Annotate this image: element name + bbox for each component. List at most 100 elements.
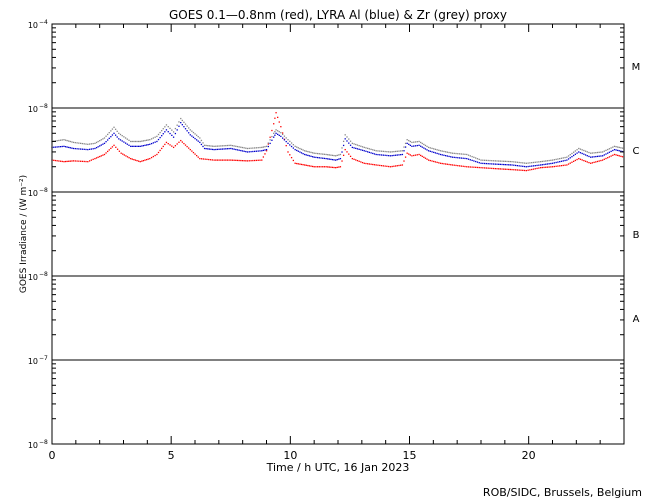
series-2-point [401,150,404,152]
series-2-point [310,151,312,154]
series-1-point [596,155,599,158]
series-1-point [358,148,360,150]
series-0-point [94,157,96,160]
series-2-point [569,154,571,156]
series-1-point [579,152,582,154]
series-2-point [363,146,365,149]
series-1-point [576,152,578,154]
series-0-point [172,146,175,149]
x-axis-label: Time / h UTC, 16 Jan 2023 [266,461,410,474]
series-1-point [613,148,616,151]
series-1-point [471,159,473,162]
series-1-point [287,142,289,144]
series-0-point [522,169,524,172]
series-0-point [438,162,440,164]
series-2-point [203,144,206,146]
series-1-point [605,153,607,155]
series-0-point [531,168,533,171]
series-1-point [88,148,91,150]
series-0-point [541,166,543,169]
series-0-point [396,165,398,167]
series-1-point [543,163,545,166]
series-1-point [590,156,592,158]
series-1-point [365,150,367,152]
series-1-point [197,140,199,142]
series-0-point [318,166,320,168]
series-0-point [361,161,364,164]
series-2-point [346,136,348,138]
series-1-point [348,142,350,144]
series-1-point [331,158,334,161]
series-1-point [529,165,531,167]
series-0-point [102,154,104,156]
series-2-point [121,135,123,137]
series-2-point [296,146,298,148]
series-1-point [450,156,452,158]
series-1-point [78,148,80,150]
series-1-point [444,154,447,157]
series-2-point [243,147,245,149]
series-2-point [292,144,295,146]
series-2-point [167,126,169,128]
series-2-point [475,157,477,159]
series-1-point [299,151,301,153]
series-0-point [199,157,201,160]
series-2-point [367,147,369,150]
series-0-point [180,139,182,142]
series-0-point [527,169,529,171]
series-1-point [311,156,314,158]
series-2-point [605,149,607,152]
series-2-point [202,142,204,144]
series-0-point [534,168,536,170]
series-2-point [308,151,311,153]
series-1-point [92,148,94,150]
series-2-point [608,148,611,150]
series-2-point [365,147,367,149]
series-1-point [511,164,513,166]
series-0-point [413,154,415,157]
series-1 [51,122,624,168]
series-1-point [388,154,390,157]
series-2-point [615,146,617,148]
series-1-point [485,162,488,165]
series-1-point [137,145,140,147]
series-2-point [59,139,62,141]
series-0-point [338,166,340,168]
series-1-point [351,146,353,149]
series-2-point [508,160,510,163]
series-2-point [174,127,177,130]
series-1-point [235,148,237,151]
series-0-point [208,158,210,161]
series-0-point [384,165,386,167]
series-0-point [69,160,71,162]
series-2-point [499,160,502,162]
series-0-point [398,164,400,167]
series-0-point [238,159,240,162]
series-1-point [487,163,489,165]
series-2-point [210,145,212,147]
series-1-point [393,154,395,157]
series-2-point [506,160,508,163]
series-2-point [123,136,125,138]
series-2-point [409,140,411,143]
series-0-point [300,163,303,166]
series-0-point [504,168,507,170]
series-2-point [328,154,330,156]
series-0-point [598,160,600,162]
series-0-point [248,160,250,162]
series-1-point [612,149,614,152]
series-1-point [139,145,141,147]
series-2-point [318,153,320,155]
series-2-point [464,153,466,155]
series-1-point [538,164,540,166]
series-0-point [274,117,276,119]
flare-class-lines [52,107,624,361]
series-0-point [64,160,67,163]
series-2-point [85,143,87,145]
series-2-point [248,147,250,150]
series-1-point [87,148,89,151]
series-0-point [336,166,338,169]
series-2-point [531,162,533,164]
series-2-point [393,150,395,153]
series-2-point [541,160,543,163]
